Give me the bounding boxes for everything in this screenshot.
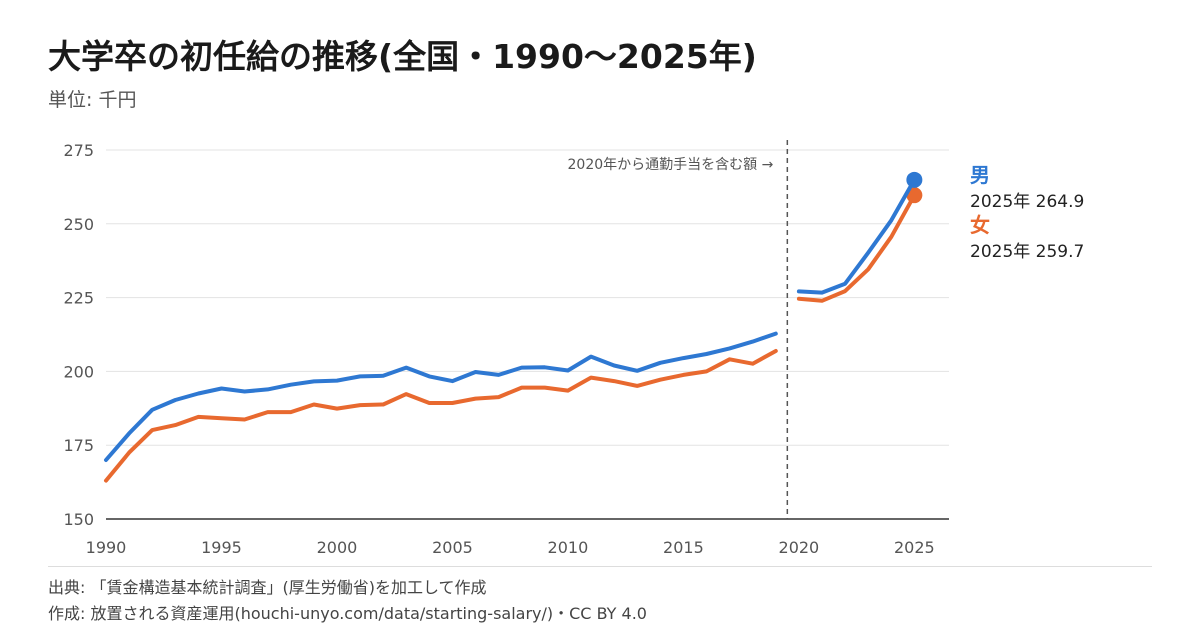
y-tick-label: 275 [63, 141, 94, 160]
source-note: 出典: 「賃金構造基本統計調査」(厚生労働省)を加工して作成 [48, 578, 487, 597]
series-end-labels: 男 2025年 264.9女 2025年 259.7 [970, 163, 1084, 262]
male-end-point [906, 171, 923, 188]
x-tick-label: 2015 [663, 538, 704, 557]
x-tick-label: 2010 [548, 538, 589, 557]
male-series-name: 男 [970, 163, 990, 187]
female-series-line-pre2020 [104, 349, 778, 483]
male-end-value: 2025年 264.9 [970, 192, 1084, 212]
grid-lines [106, 149, 949, 446]
y-tick-label: 150 [63, 510, 94, 529]
x-tick-label: 2025 [894, 538, 935, 557]
x-axis-ticks: 1990 1995 2000 2005 2010 2015 2020 2025 [86, 538, 935, 557]
female-end-point [906, 187, 923, 204]
credit-note: 作成: 放置される資産運用(houchi-unyo.com/data/start… [48, 604, 647, 623]
y-axis-ticks: 150 175 200 225 250 275 [63, 141, 94, 529]
y-tick-label: 200 [63, 362, 94, 381]
y-tick-label: 175 [63, 436, 94, 455]
x-tick-label: 2020 [779, 538, 820, 557]
footer-divider [48, 566, 1152, 567]
male-series-line-pre2020 [104, 331, 778, 462]
female-end-value: 2025年 259.7 [970, 242, 1084, 262]
x-tick-label: 2005 [432, 538, 473, 557]
female-series-name: 女 [970, 213, 990, 237]
male-series-line-post2020 [796, 177, 917, 295]
x-tick-label: 1990 [86, 538, 127, 557]
female-series-line-post2020 [796, 193, 917, 303]
x-tick-label: 2000 [317, 538, 358, 557]
x-tick-label: 1995 [201, 538, 242, 557]
unit-subtitle: 単位: 千円 [48, 89, 137, 111]
y-tick-label: 250 [63, 215, 94, 234]
method-change-annotation: 2020年から通勤手当を含む額 → [568, 157, 774, 173]
page-title: 大学卒の初任給の推移(全国・1990〜2025年) [48, 37, 757, 76]
y-tick-label: 225 [63, 289, 94, 308]
series-lines [104, 171, 923, 483]
